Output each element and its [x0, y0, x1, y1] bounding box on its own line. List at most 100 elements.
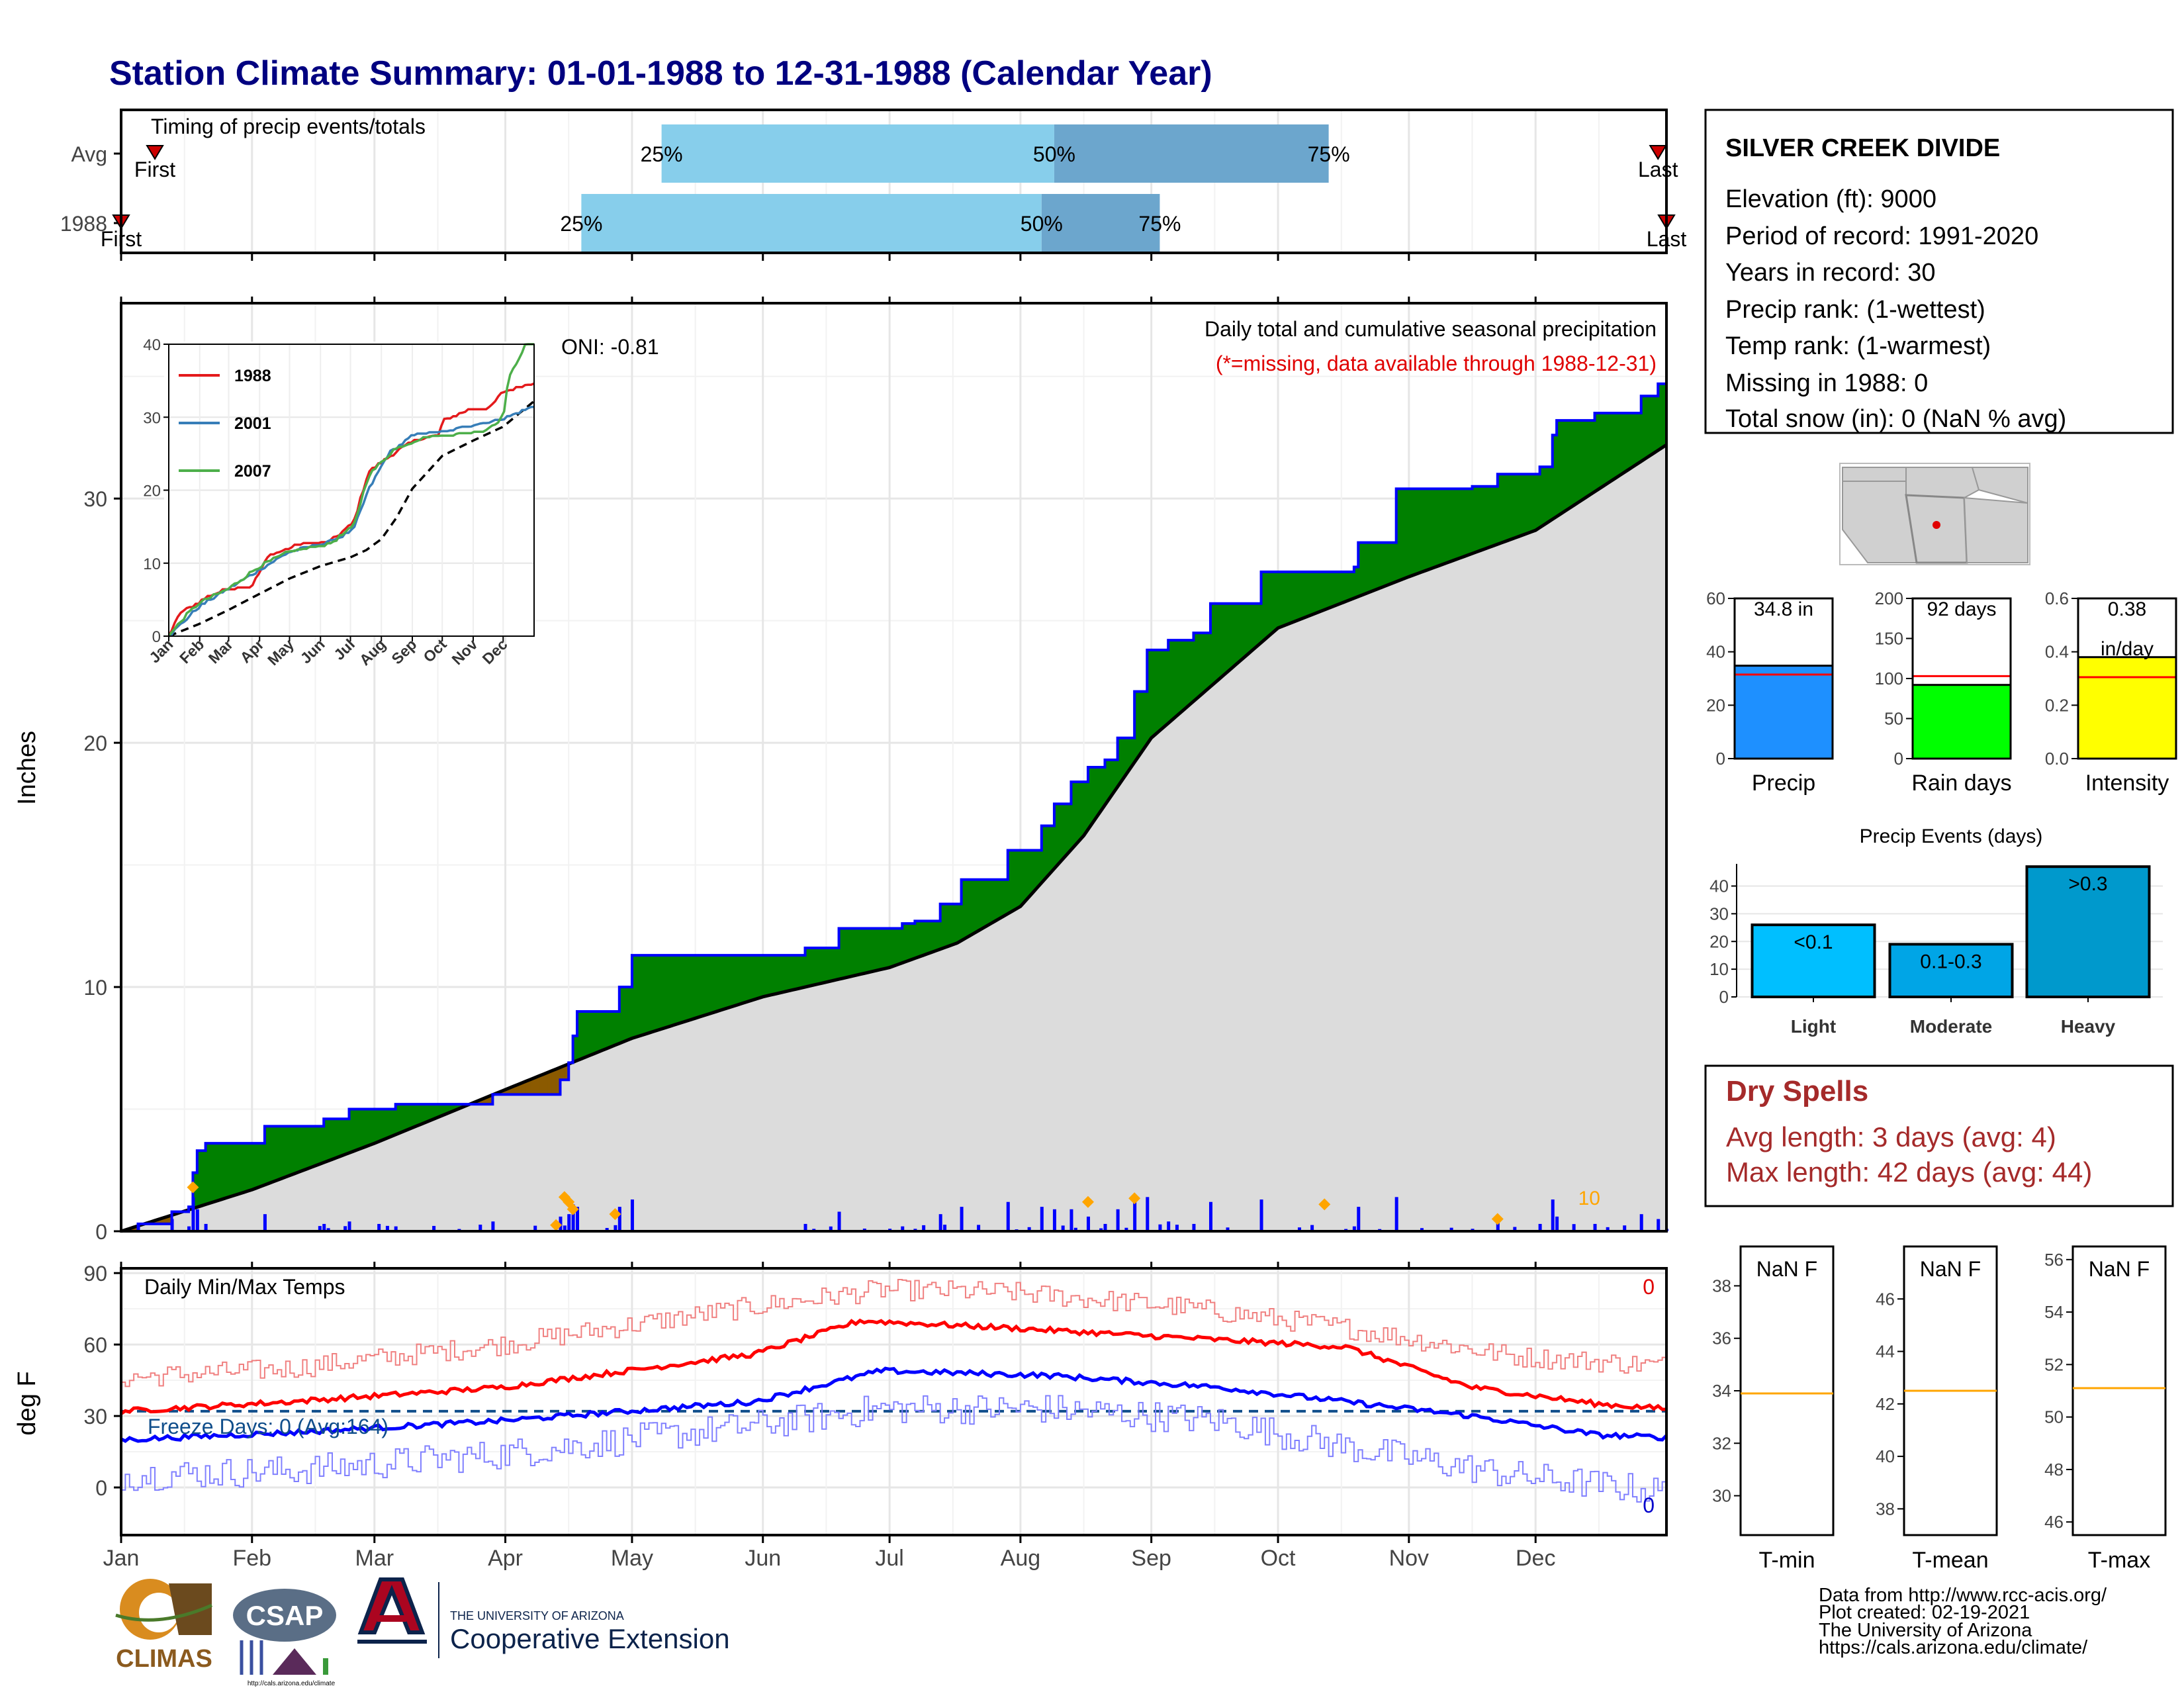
above-normal-segment	[1586, 420, 1591, 498]
events-category-label: Moderate	[1910, 1016, 1992, 1037]
above-normal-segment	[1632, 412, 1637, 468]
above-normal-segment	[1598, 412, 1604, 490]
above-normal-segment	[302, 1125, 308, 1171]
above-normal-segment	[1467, 488, 1473, 556]
summary-value-label: 92 days	[1927, 598, 1996, 620]
above-normal-segment	[741, 955, 747, 1004]
extreme-event-marker	[1128, 1192, 1141, 1205]
dry-spells-max: Max length: 42 days (avg: 44)	[1726, 1156, 2092, 1188]
daily-precip-bar	[938, 1214, 942, 1231]
above-normal-segment	[1244, 603, 1249, 659]
daily-precip-bar	[478, 1225, 482, 1231]
events-category-label: Heavy	[2061, 1016, 2116, 1037]
above-normal-segment	[1590, 420, 1596, 495]
daily-precip-bar	[563, 1225, 567, 1231]
above-normal-segment	[665, 955, 670, 1029]
above-normal-segment	[1417, 488, 1422, 575]
above-normal-segment	[796, 955, 801, 990]
above-normal-segment	[1336, 571, 1342, 606]
above-normal-segment	[1539, 466, 1545, 528]
inset-normal-line	[168, 400, 535, 637]
temp-ytick-label: 30	[83, 1405, 107, 1429]
above-normal-segment	[644, 955, 649, 1035]
timing-first-label: First	[134, 158, 175, 181]
above-normal-segment	[1024, 849, 1030, 903]
above-normal-segment	[1180, 639, 1186, 714]
above-normal-segment	[353, 1109, 358, 1152]
temp-box-ytick-label: 40	[1876, 1446, 1895, 1466]
daily-precip-bar	[1099, 1228, 1103, 1231]
above-normal-segment	[1484, 486, 1490, 549]
footer-line-created: Plot created: 02-19-2021	[1819, 1602, 2030, 1623]
above-normal-segment	[340, 1118, 345, 1157]
above-normal-segment	[1307, 571, 1312, 617]
daily-precip-bar	[617, 1207, 621, 1231]
above-normal-segment	[678, 955, 684, 1024]
above-normal-segment	[1451, 488, 1456, 562]
above-normal-segment	[1526, 473, 1532, 534]
daily-precip-bar	[1167, 1221, 1171, 1231]
daily-max-temp-line	[121, 1279, 1667, 1387]
timing-last-marker	[1649, 145, 1668, 160]
above-normal-segment	[825, 947, 831, 983]
month-label-jul: Jul	[875, 1546, 903, 1571]
station-name: SILVER CREEK DIVIDE	[1725, 134, 2000, 162]
above-normal-segment	[1404, 488, 1410, 579]
above-normal-segment	[627, 986, 633, 1041]
csap-url-text: http://cals.arizona.edu/climate	[248, 1680, 336, 1687]
temp-box-t-min: 30 32 34 36 38 NaN F T-min	[1712, 1245, 1835, 1573]
above-normal-segment	[653, 955, 658, 1033]
summary-bar-charts: 0 20 40 60 34.8 in Precip 0 50 100 150 200 92 days R…	[1706, 588, 2177, 796]
events-ytick-label: 30	[1709, 904, 1729, 923]
above-normal-segment	[1615, 412, 1621, 479]
above-normal-segment	[986, 879, 991, 927]
above-normal-segment	[247, 1143, 253, 1192]
above-normal-segment	[762, 955, 768, 998]
temp-box-ytick-label: 38	[1712, 1276, 1731, 1295]
inset-legend-label: 2001	[234, 414, 271, 433]
summary-box-frame	[1911, 597, 2012, 760]
above-normal-segment	[965, 879, 970, 939]
above-normal-segment	[251, 1143, 257, 1191]
summary-ytick-label: 0	[1716, 749, 1725, 769]
daily-precip-bar	[571, 1204, 575, 1231]
avg-min-temp-line	[120, 1366, 1668, 1443]
above-normal-segment	[412, 1103, 418, 1129]
above-normal-segment	[1320, 571, 1325, 612]
temp-box-ytick-label: 30	[1712, 1486, 1731, 1506]
daily-precip-bar	[901, 1226, 905, 1231]
summary-bar-intensity: 0.0 0.2 0.4 0.6 0.38 in/day Intensity	[2045, 588, 2177, 796]
footer-line-data: Data from http://www.rcc-acis.org/	[1819, 1585, 2107, 1606]
temp-ytick-label: 60	[83, 1333, 107, 1357]
above-normal-segment	[1256, 603, 1262, 647]
summary-box-frame	[2077, 597, 2177, 760]
above-normal-segment	[1636, 412, 1642, 465]
month-label-may: May	[611, 1546, 653, 1571]
timing-last-label: Last	[1638, 158, 1678, 181]
temp-box-frame	[2071, 1245, 2167, 1536]
above-normal-segment	[974, 879, 979, 934]
above-normal-segment	[1535, 473, 1541, 532]
temp-box-ytick-label: 54	[2044, 1302, 2064, 1322]
summary-ytick-label: 40	[1706, 642, 1725, 662]
above-normal-segment	[1172, 639, 1177, 721]
above-normal-segment	[1163, 649, 1169, 728]
precip-ytick-label: 30	[83, 487, 107, 511]
figure-title: Station Climate Summary: 01-01-1988 to 1…	[109, 54, 1212, 93]
above-normal-segment	[1442, 488, 1447, 565]
precip-ytick-label: 0	[95, 1220, 107, 1244]
daily-precip-bar	[1420, 1228, 1424, 1231]
observed-cumulative-line	[121, 381, 1668, 1233]
above-normal-segment	[978, 879, 983, 932]
summary-bar-label: Rain days	[1911, 771, 2011, 796]
above-normal-segment	[1248, 603, 1253, 655]
station-line-period: Period of record: 1991-2020	[1725, 222, 2038, 250]
above-normal-segment	[294, 1125, 299, 1174]
temp-box-t-max: 46 48 50 52 54 56 NaN F T-max	[2044, 1245, 2167, 1573]
above-normal-segment	[682, 955, 688, 1023]
daily-precip-bar	[187, 1226, 191, 1231]
above-normal-segment	[226, 1143, 232, 1199]
above-normal-segment	[306, 1125, 312, 1170]
daily-precip-bar	[1158, 1224, 1162, 1231]
above-normal-segment	[821, 947, 827, 984]
